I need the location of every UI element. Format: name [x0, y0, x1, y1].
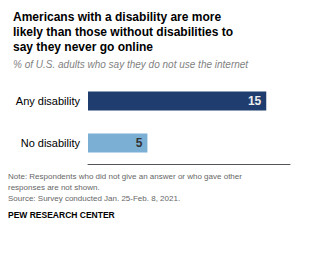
- svg-text:Americans with a disability ar: Americans with a disability are more: [13, 10, 221, 24]
- svg-text:Any disability: Any disability: [16, 95, 81, 107]
- svg-text:PEW RESEARCH CENTER: PEW RESEARCH CENTER: [8, 210, 115, 220]
- svg-text:15: 15: [248, 94, 262, 108]
- svg-text:Source: Survey conducted Jan.: Source: Survey conducted Jan. 25-Feb. 8,…: [8, 194, 180, 203]
- svg-text:% of U.S. adults who say they: % of U.S. adults who say they do not use…: [13, 59, 249, 70]
- svg-text:Note: Respondents who did not: Note: Respondents who did not give an an…: [8, 172, 242, 181]
- svg-text:likely than those without disa: likely than those without disabilities t…: [13, 25, 233, 39]
- svg-text:say they never go online: say they never go online: [13, 40, 153, 54]
- svg-text:5: 5: [136, 136, 143, 150]
- svg-text:No disability: No disability: [21, 137, 81, 149]
- svg-text:responses are not shown.: responses are not shown.: [8, 183, 100, 192]
